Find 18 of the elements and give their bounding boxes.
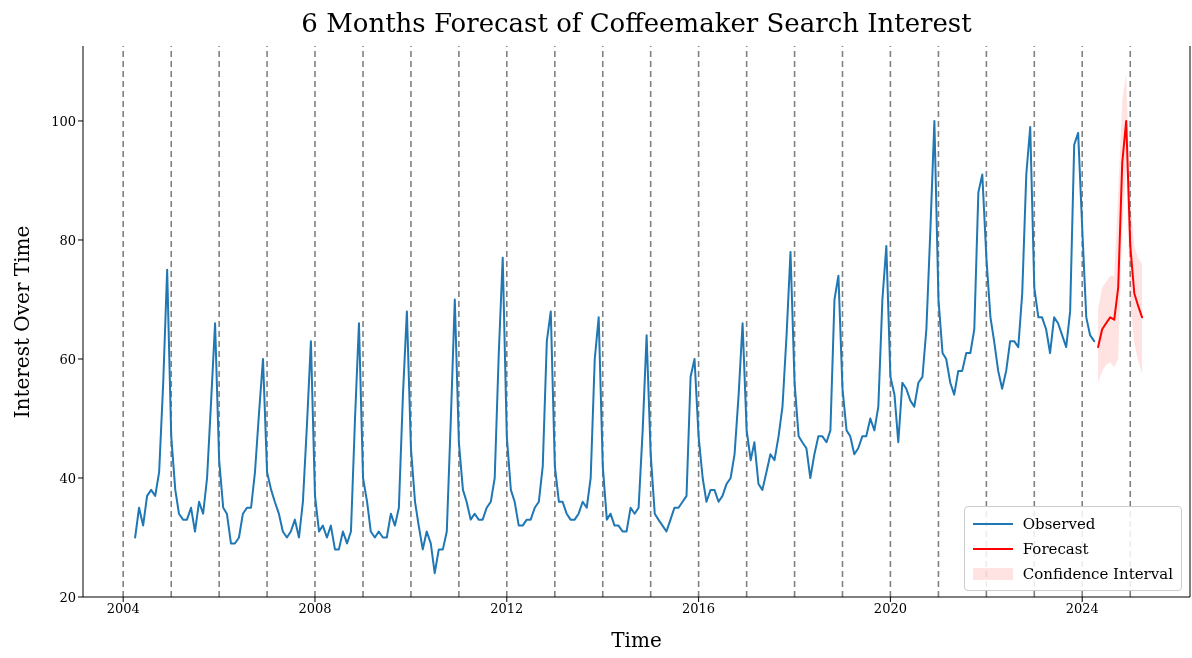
x-tick-label: 2020 [873,601,907,617]
y-tick-label: 20 [59,589,76,605]
y-axis-title: Interest Over Time [10,225,34,418]
y-tick-label: 40 [59,470,76,486]
x-tick-label: 2024 [1065,601,1099,617]
chart-title: 6 Months Forecast of Coffeemaker Search Interest [300,8,973,38]
x-tick-label: 2004 [106,601,140,617]
y-tick-label: 100 [51,113,76,129]
y-tick-label: 80 [59,232,76,248]
x-tick-label: 2016 [682,601,716,617]
x-tick-label: 2008 [298,601,332,617]
y-tick-label: 60 [59,351,76,367]
x-tick-label: 2012 [490,601,524,617]
legend-label: Forecast [1022,539,1089,558]
legend-label: Observed [1022,514,1096,533]
x-axis-title: Time [610,628,663,652]
annotation: Confidence Interval [1022,564,1173,583]
line-series [1097,119,1144,349]
